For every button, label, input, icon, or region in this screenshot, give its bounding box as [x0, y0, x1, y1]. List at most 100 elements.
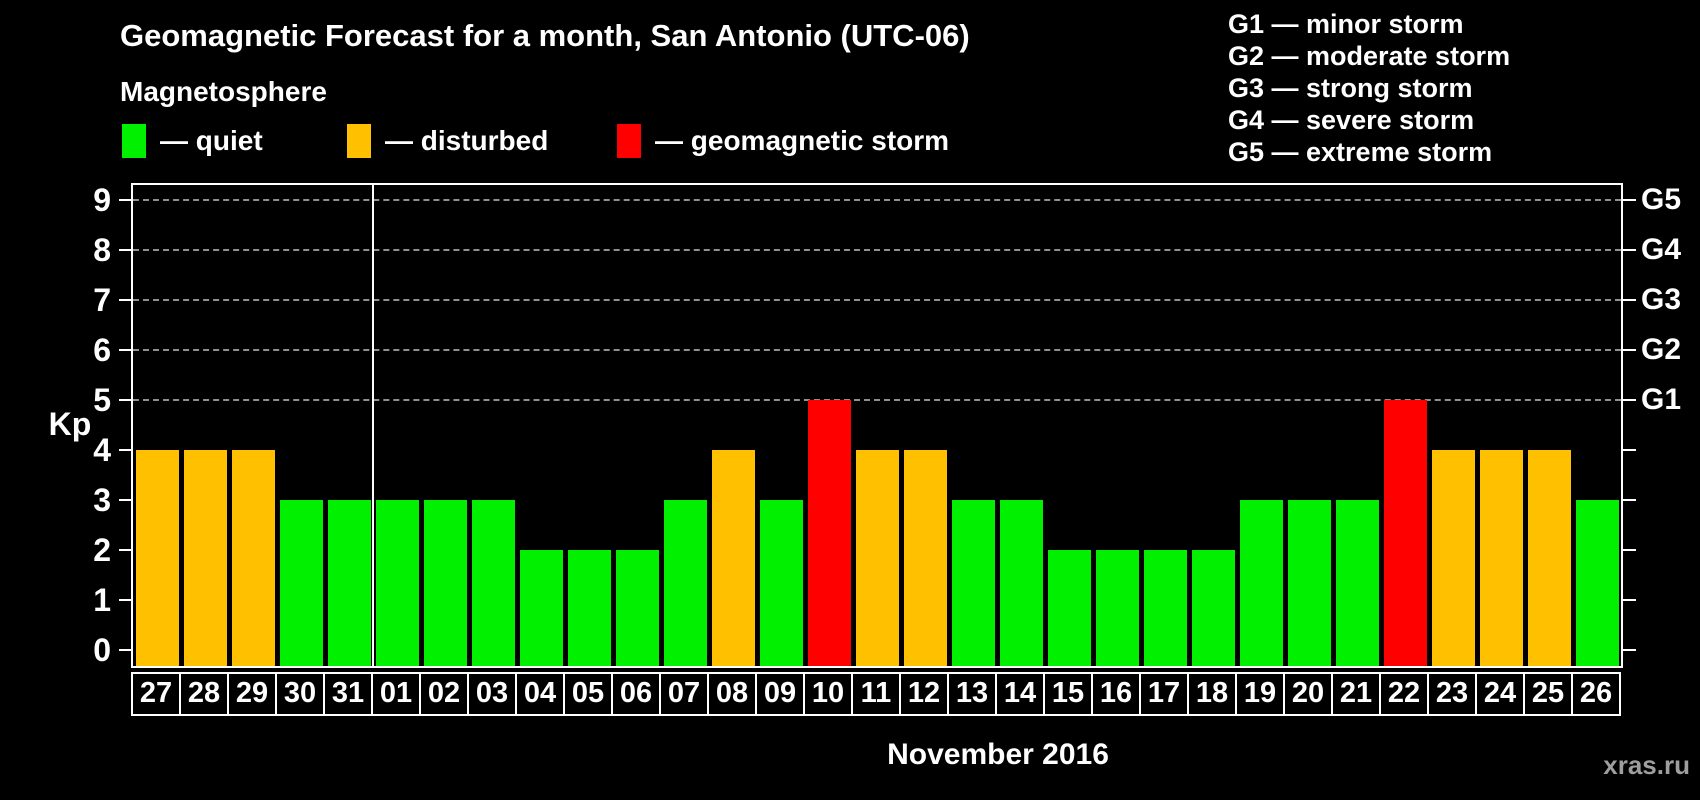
day-label-24: 24 — [1475, 672, 1525, 716]
kp-bar-day-24 — [1479, 450, 1523, 666]
gridline-kp8 — [133, 249, 1621, 251]
legend-swatch-storm — [617, 124, 641, 158]
watermark: xras.ru — [1603, 750, 1690, 780]
day-label-12: 12 — [899, 672, 949, 716]
y-axis-tick-right-2 — [1623, 549, 1636, 551]
day-label-05: 05 — [563, 672, 613, 716]
g-legend-line-1: G1 — minor storm — [1228, 9, 1464, 39]
legend-swatch-disturbed — [347, 124, 371, 158]
kp-bar-day-16 — [1095, 550, 1139, 666]
y-tick-label-5: 5 — [93, 382, 111, 418]
legend-item-storm: — geomagnetic storm — [617, 124, 949, 158]
y-axis-tick-left-3 — [119, 499, 131, 501]
g-legend-line-5: G5 — extreme storm — [1228, 137, 1493, 167]
kp-bar-day-31 — [327, 500, 371, 666]
kp-bar-day-11 — [855, 450, 899, 666]
day-label-11: 11 — [851, 672, 901, 716]
day-label-15: 15 — [1043, 672, 1093, 716]
kp-bar-day-02 — [423, 500, 467, 666]
kp-bar-day-17 — [1143, 550, 1187, 666]
plot-area: 0 1 2 3 4 5 6 7 8 9 G1 G2 G3 G4 G5 — [93, 182, 1681, 668]
y-axis-tick-right-0 — [1623, 649, 1636, 651]
y-axis-tick-left-2 — [119, 549, 131, 551]
kp-bar-day-28 — [183, 450, 227, 666]
legend-item-quiet: — quiet — [122, 124, 263, 158]
gridline-kp9 — [133, 199, 1621, 201]
kp-bar-day-10 — [807, 400, 851, 666]
y-axis-title: Kp — [48, 406, 92, 442]
kp-bar-day-05 — [567, 550, 611, 666]
kp-bar-day-13 — [951, 500, 995, 666]
g-scale-label-g5: G5 — [1641, 183, 1682, 216]
day-label-25: 25 — [1523, 672, 1573, 716]
legend-item-disturbed: — disturbed — [347, 124, 548, 158]
x-axis-title: November 2016 — [887, 738, 1109, 771]
g-legend-line-4: G4 — severe storm — [1228, 105, 1475, 135]
day-label-20: 20 — [1283, 672, 1333, 716]
y-tick-label-4: 4 — [93, 432, 111, 468]
kp-bar-day-30 — [279, 500, 323, 666]
day-label-01: 01 — [371, 672, 421, 716]
day-label-06: 06 — [611, 672, 661, 716]
day-label-09: 09 — [755, 672, 805, 716]
legend-label-quiet: — quiet — [160, 125, 263, 156]
kp-bar-day-23 — [1431, 450, 1475, 666]
gridline-kp7 — [133, 299, 1621, 301]
kp-bar-day-14 — [999, 500, 1043, 666]
plot-border — [131, 183, 1623, 668]
month-divider-line — [372, 185, 374, 666]
g-legend-line-2: G2 — moderate storm — [1228, 41, 1511, 71]
y-axis-tick-right-4 — [1623, 449, 1636, 451]
kp-bar-day-19 — [1239, 500, 1283, 666]
gridline-kp6 — [133, 349, 1621, 351]
y-axis-tick-right-6 — [1623, 349, 1636, 351]
g-scale-label-g3: G3 — [1641, 283, 1682, 316]
y-axis-tick-left-0 — [119, 649, 131, 651]
g-scale-label-g4: G4 — [1641, 233, 1682, 266]
y-axis-tick-right-1 — [1623, 599, 1636, 601]
y-axis-tick-left-1 — [119, 599, 131, 601]
day-label-16: 16 — [1091, 672, 1141, 716]
kp-bar-day-03 — [471, 500, 515, 666]
chart-title: Geomagnetic Forecast for a month, San An… — [120, 18, 970, 53]
day-label-07: 07 — [659, 672, 709, 716]
g-scale-label-g1: G1 — [1641, 383, 1682, 416]
legend-label-storm: — geomagnetic storm — [655, 125, 950, 156]
y-tick-label-1: 1 — [93, 582, 111, 618]
y-axis-tick-left-5 — [119, 399, 131, 401]
y-axis-tick-left-9 — [119, 199, 131, 201]
y-axis-tick-left-7 — [119, 299, 131, 301]
y-tick-label-8: 8 — [93, 232, 111, 268]
day-label-31: 31 — [323, 672, 373, 716]
day-label-03: 03 — [467, 672, 517, 716]
kp-bar-day-01 — [375, 500, 419, 666]
magnetosphere-label: Magnetosphere — [120, 76, 327, 107]
day-label-30: 30 — [275, 672, 325, 716]
status-legend: — quiet — disturbed — geomagnetic storm — [0, 124, 1700, 166]
y-tick-label-9: 9 — [93, 182, 111, 218]
kp-bar-day-22 — [1383, 400, 1427, 666]
y-tick-label-7: 7 — [93, 282, 111, 318]
kp-bar-day-06 — [615, 550, 659, 666]
day-label-08: 08 — [707, 672, 757, 716]
y-axis-tick-right-5 — [1623, 399, 1636, 401]
day-label-02: 02 — [419, 672, 469, 716]
kp-bar-day-21 — [1335, 500, 1379, 666]
kp-bar-day-04 — [519, 550, 563, 666]
y-tick-label-0: 0 — [93, 632, 111, 668]
kp-bar-day-12 — [903, 450, 947, 666]
legend-swatch-quiet — [122, 124, 146, 158]
day-label-21: 21 — [1331, 672, 1381, 716]
kp-bar-day-09 — [759, 500, 803, 666]
g-scale-legend: G1 — minor storm G2 — moderate storm G3 — … — [1228, 8, 1510, 168]
day-label-28: 28 — [179, 672, 229, 716]
day-label-22: 22 — [1379, 672, 1429, 716]
day-label-10: 10 — [803, 672, 853, 716]
legend-label-disturbed: — disturbed — [385, 125, 549, 156]
day-label-26: 26 — [1571, 672, 1621, 716]
kp-bar-day-18 — [1191, 550, 1235, 666]
day-label-27: 27 — [131, 672, 181, 716]
kp-bar-day-26 — [1575, 500, 1619, 666]
kp-bar-day-08 — [711, 450, 755, 666]
